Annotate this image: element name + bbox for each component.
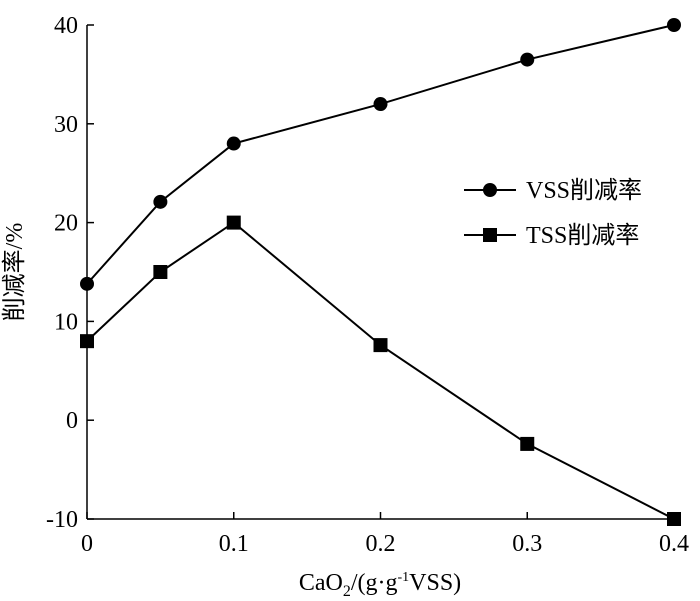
x-tick-label: 0.3 [512, 531, 542, 557]
y-tick-label: 20 [54, 211, 78, 237]
legend-marker [483, 183, 497, 197]
data-point [226, 136, 241, 151]
series-line [86, 24, 675, 285]
y-ticks: -10 0 10 20 30 40 [46, 13, 94, 533]
data-point [667, 18, 681, 32]
legend-label: TSS削减率 [526, 222, 639, 249]
data-point [80, 334, 94, 349]
x-axis-label-prefix: CaO [299, 570, 343, 596]
legend-marker [483, 228, 497, 242]
data-point [80, 276, 94, 291]
x-tick-label: 0 [81, 531, 93, 557]
data-point [520, 52, 535, 67]
x-tick-label: 0.2 [366, 531, 396, 557]
x-axis-label-subscript: 2 [343, 583, 351, 600]
legend-item: TSS削减率 [464, 222, 639, 249]
data-point [373, 97, 388, 112]
series-1 [80, 18, 681, 291]
legend: VSS削减率 TSS削减率 [464, 177, 642, 249]
series-line [86, 221, 675, 520]
y-tick-label: 30 [54, 112, 78, 138]
legend-item: VSS削减率 [464, 177, 642, 204]
data-point [520, 436, 535, 451]
y-tick-label: 10 [54, 309, 78, 335]
series-layer [80, 18, 681, 526]
x-axis-label-middle: /(g·g [351, 570, 398, 596]
legend-label: VSS削减率 [526, 177, 642, 204]
x-ticks: 0 0.1 0.2 0.3 0.4 [81, 512, 689, 557]
x-tick-label: 0.1 [219, 531, 249, 557]
x-axis-label-superscript: -1 [397, 570, 409, 585]
data-point [667, 512, 681, 526]
data-point [226, 215, 241, 230]
series-2 [80, 215, 681, 526]
y-tick-label: 0 [66, 408, 78, 434]
y-tick-label: 40 [54, 13, 78, 39]
data-point [153, 265, 168, 279]
y-tick-label: -10 [46, 507, 78, 533]
data-point [153, 194, 168, 209]
data-point [373, 338, 388, 353]
x-axis-label-suffix: VSS) [409, 570, 461, 596]
x-tick-label: 0.4 [659, 531, 689, 557]
x-axis-label: CaO2/(g·g-1VSS) [299, 570, 461, 600]
y-axis-label: 削减率/% [1, 223, 28, 322]
